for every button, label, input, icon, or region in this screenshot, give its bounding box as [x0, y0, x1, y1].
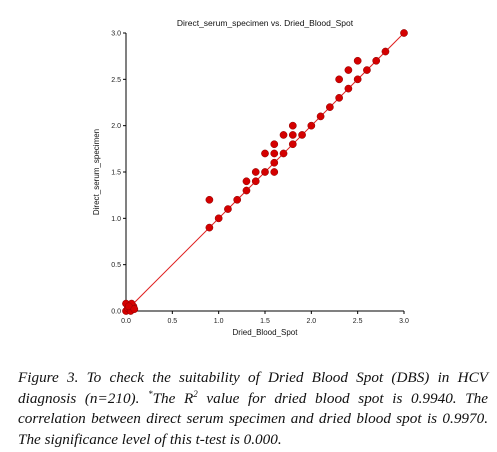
data-point	[205, 223, 214, 232]
caption-text-3: value for dried blood spot is 0.9940. Th…	[18, 389, 489, 448]
y-tick-label: 1.0	[111, 216, 121, 223]
data-point	[279, 131, 288, 139]
data-point	[242, 177, 251, 186]
data-point	[326, 103, 334, 111]
caption-asterisk: *	[148, 388, 153, 399]
caption-text-1: To check the suitability of Dried Blood …	[18, 369, 488, 407]
data-point	[270, 149, 279, 158]
data-point	[353, 56, 362, 65]
data-point	[224, 205, 232, 213]
caption-text-2: The R	[152, 389, 194, 407]
data-point	[307, 121, 316, 130]
data-point	[288, 140, 297, 149]
y-tick-label: 2.0	[111, 123, 121, 130]
x-tick-label: 2.5	[353, 318, 363, 325]
data-point	[381, 47, 390, 56]
data-point	[130, 305, 139, 313]
data-point	[400, 29, 408, 37]
data-point	[288, 121, 297, 130]
x-tick-label: 2.0	[306, 318, 316, 325]
data-point	[298, 131, 306, 139]
data-point	[261, 168, 269, 176]
data-point	[270, 140, 279, 149]
data-points	[122, 29, 408, 315]
data-point	[353, 75, 362, 84]
y-tick-label: 2.5	[111, 77, 121, 84]
data-point	[279, 149, 288, 158]
data-point	[233, 195, 242, 204]
data-point	[205, 195, 214, 204]
data-point	[270, 168, 279, 176]
x-tick-label: 3.0	[399, 318, 409, 325]
scatter-chart: Direct_serum_specimen vs. Dried_Blood_Sp…	[92, 18, 409, 337]
data-point	[288, 131, 297, 139]
x-tick-label: 0.0	[121, 318, 131, 325]
data-point	[251, 177, 260, 186]
data-point	[251, 168, 260, 176]
y-axis-label: Direct_serum_specimen	[92, 129, 101, 215]
data-point	[261, 149, 269, 158]
data-point	[270, 158, 279, 167]
data-point	[242, 186, 251, 195]
y-ticks: 0.0 0.5 1.0 1.5 2.0 2.5 3.0	[111, 31, 126, 316]
data-point	[335, 75, 343, 84]
caption-superscript: 2	[193, 388, 198, 399]
data-point	[335, 94, 343, 102]
data-point	[344, 66, 353, 74]
y-tick-label: 0.5	[111, 262, 121, 269]
figure-label: Figure 3.	[18, 369, 79, 386]
plot-area: 0.0 0.5 1.0 1.5 2.0 2.5 3.0 0.0 0.5 1.0 1.5 2.0 2.5…	[111, 29, 409, 325]
data-point	[214, 214, 223, 223]
data-point	[316, 112, 325, 121]
data-point	[363, 66, 371, 74]
data-point	[344, 84, 353, 93]
x-ticks: 0.0 0.5 1.0 1.5 2.0 2.5 3.0	[121, 311, 409, 325]
x-tick-label: 1.0	[214, 318, 224, 325]
data-point	[372, 56, 381, 65]
y-tick-label: 1.5	[111, 170, 121, 177]
y-tick-label: 3.0	[111, 31, 121, 38]
x-tick-label: 1.5	[260, 318, 270, 325]
x-axis-label: Dried_Blood_Spot	[233, 328, 299, 337]
figure-caption: Figure 3. To check the suitability of Dr…	[18, 368, 488, 450]
y-tick-label: 0.0	[111, 309, 121, 316]
chart-title: Direct_serum_specimen vs. Dried_Blood_Sp…	[177, 18, 354, 28]
x-tick-label: 0.5	[167, 318, 177, 325]
